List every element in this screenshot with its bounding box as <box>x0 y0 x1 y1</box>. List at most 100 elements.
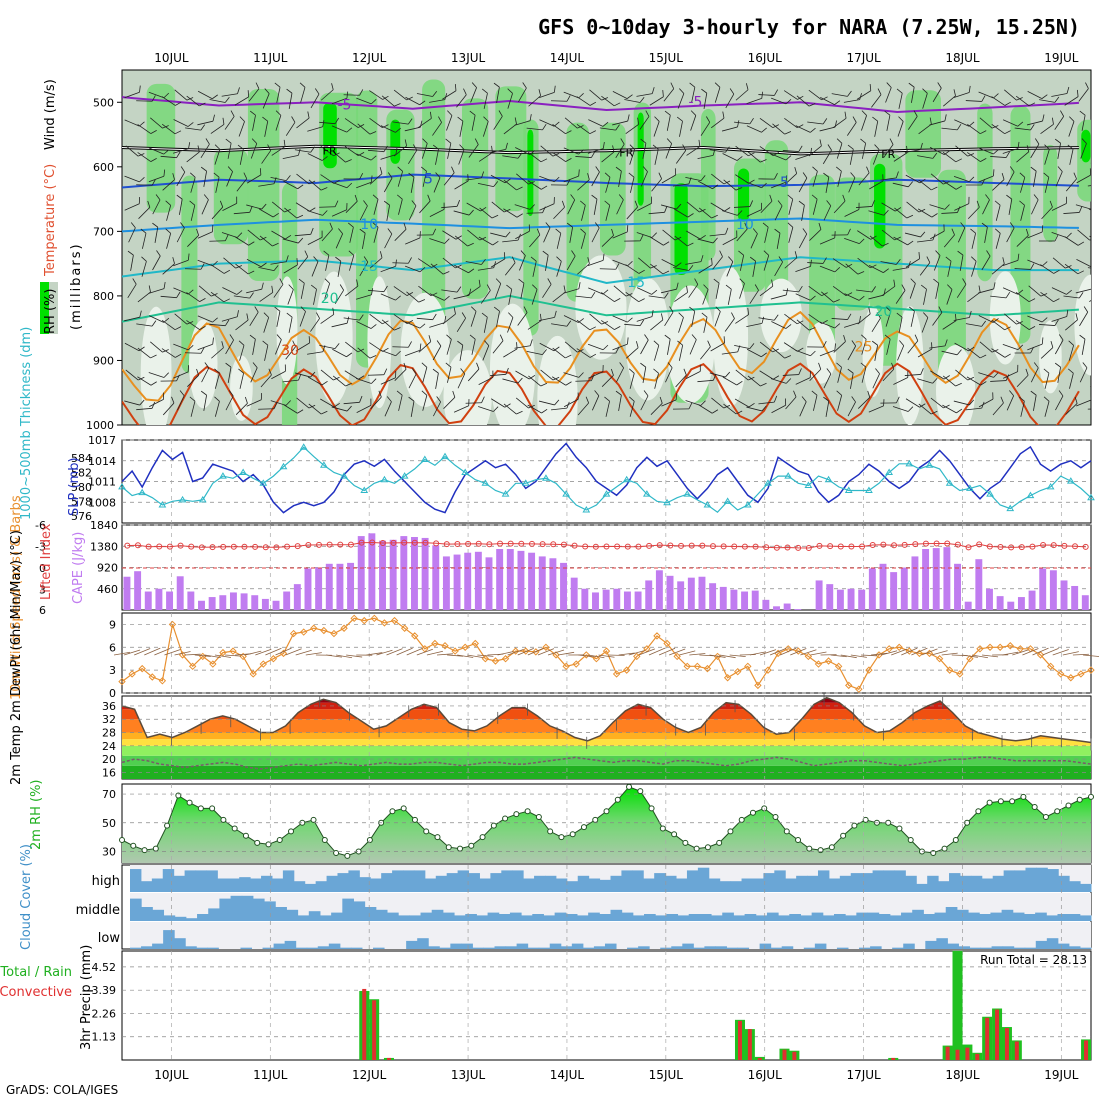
date-label-top: 12JUL <box>352 51 387 65</box>
cape-bar <box>922 549 930 610</box>
wind-barb <box>612 114 630 126</box>
wind-barb <box>238 116 245 137</box>
lifted-index-point <box>497 540 504 547</box>
wind-barb <box>933 250 941 271</box>
wind-barb <box>1027 337 1044 351</box>
lifted-index-point <box>816 542 823 549</box>
rh-point <box>242 832 249 839</box>
wind-barb <box>735 174 755 184</box>
wind-barb <box>491 398 511 408</box>
wind-barb <box>735 83 749 101</box>
wind-barb <box>173 253 190 267</box>
cloud-bar <box>413 870 426 892</box>
wind-barb <box>808 89 828 101</box>
date-label-top: 17JUL <box>846 51 881 65</box>
wind-barb <box>526 349 547 356</box>
date-label-top: 16JUL <box>748 51 783 65</box>
surface-wind-barb <box>881 650 898 656</box>
rh-point <box>457 845 464 852</box>
surface-wind-barb <box>194 654 211 657</box>
wind-barb <box>275 334 282 355</box>
wind-barb <box>955 369 975 381</box>
cloud-row-label: low <box>98 931 121 946</box>
wind-barb <box>323 250 330 271</box>
wind-barb <box>868 399 885 413</box>
wind-barb <box>601 292 621 302</box>
cloud-bar <box>644 914 656 921</box>
wind-barb <box>811 390 818 411</box>
cloud-bar <box>152 943 164 949</box>
cloud-bar <box>1013 947 1026 949</box>
cape-bar <box>538 556 546 610</box>
wind-speed-point <box>723 674 732 682</box>
wind-barb <box>636 232 658 238</box>
ytick-label: 1.13 <box>92 1031 117 1044</box>
wind-barb <box>758 89 779 96</box>
wind-barb <box>831 313 852 320</box>
surface-wind-barb <box>447 654 464 657</box>
wind-barb <box>160 291 181 299</box>
cloud-bar <box>465 914 477 921</box>
wind-barb <box>710 111 725 129</box>
wind-speed-point <box>522 647 530 655</box>
wind-barb <box>930 397 950 409</box>
rh-saturated-band <box>874 163 886 249</box>
wind-barb <box>846 116 857 136</box>
surface-wind-barb <box>457 654 474 658</box>
cloud-bar <box>883 870 895 892</box>
wind-barb <box>419 194 431 214</box>
cloud-bar <box>571 943 584 949</box>
surface-wind-barb <box>1022 648 1039 656</box>
surface-wind-barb <box>154 647 171 656</box>
cape-bar <box>1049 570 1057 610</box>
surface-wind-barb <box>204 654 221 659</box>
cloud-row-label: high <box>92 874 120 889</box>
lifted-index-point <box>944 540 951 547</box>
wind-barb <box>197 225 214 239</box>
cloud-bar <box>566 881 579 892</box>
lifted-index-point <box>720 543 727 550</box>
cape-bar <box>581 588 589 610</box>
wind-barb <box>580 228 586 249</box>
wind-barb <box>250 138 258 159</box>
wind-barb <box>1063 206 1083 214</box>
wind-barb <box>567 194 576 215</box>
wind-barb <box>225 334 234 355</box>
wind-barb <box>491 201 511 213</box>
wind-barb <box>771 321 792 329</box>
lifted-index-point <box>1061 542 1068 549</box>
wind-barb <box>576 319 596 331</box>
cape-bar <box>943 547 951 610</box>
cape-bar <box>1017 597 1025 610</box>
ytick-label: 0 <box>39 562 46 575</box>
wind-barb <box>798 228 808 249</box>
wind-barb <box>563 392 579 408</box>
wind-barb <box>213 172 220 193</box>
wind-barb <box>357 123 377 135</box>
cloud-bar <box>789 914 801 921</box>
thickness-point <box>420 455 429 462</box>
wind-barb <box>1055 390 1064 411</box>
rh-point <box>276 837 283 844</box>
upper-air-ylabels: RH (%) Temperature (°C) Wind (m/s) (mill… <box>40 79 84 334</box>
wind-barb <box>493 306 500 327</box>
wind-speed-point <box>350 614 358 623</box>
wind-barb <box>502 152 523 159</box>
rh-dry-patch <box>862 305 884 398</box>
wind-barb <box>847 368 854 389</box>
wind-barb <box>515 397 535 409</box>
wind-barb <box>211 200 224 220</box>
ytick-label: 50 <box>102 817 116 830</box>
wind-barb <box>678 312 684 333</box>
lifted-index-point <box>795 544 802 551</box>
lifted-index-point <box>252 543 259 550</box>
wind-barb <box>577 396 590 416</box>
cloud-bar <box>1079 947 1092 949</box>
wind-barb <box>331 316 350 328</box>
surface-wind-barb <box>1012 649 1029 656</box>
wind-barb <box>543 222 551 243</box>
surface-wind-barb <box>123 649 141 656</box>
wind-barb <box>856 286 876 293</box>
cloud-bar <box>711 915 723 921</box>
